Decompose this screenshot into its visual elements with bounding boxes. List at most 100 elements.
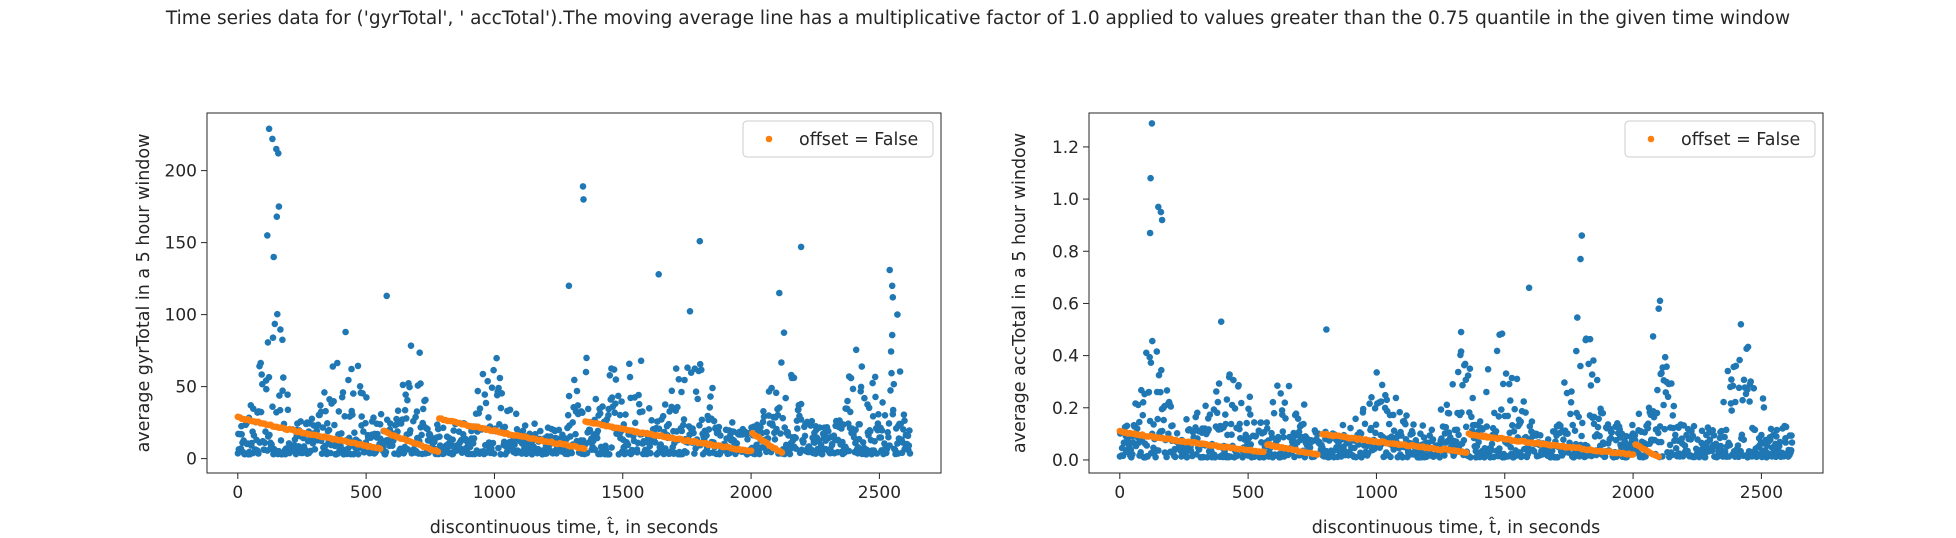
raw-point bbox=[434, 425, 442, 433]
raw-point bbox=[635, 391, 642, 399]
raw-point bbox=[1163, 387, 1171, 394]
raw-point bbox=[652, 439, 659, 446]
raw-point bbox=[265, 373, 273, 381]
raw-point bbox=[847, 408, 854, 416]
raw-point bbox=[1607, 434, 1615, 442]
raw-point bbox=[599, 403, 606, 410]
raw-point bbox=[511, 441, 518, 448]
raw-point bbox=[1306, 444, 1314, 451]
raw-point bbox=[470, 435, 478, 442]
raw-point bbox=[626, 360, 633, 368]
raw-point bbox=[844, 397, 851, 405]
raw-point bbox=[1217, 318, 1225, 326]
raw-point bbox=[680, 421, 687, 429]
raw-point bbox=[715, 423, 723, 431]
x-tick-label: 2500 bbox=[1740, 483, 1783, 503]
raw-point bbox=[782, 394, 789, 402]
raw-point bbox=[900, 426, 907, 433]
scatter-points bbox=[234, 125, 914, 458]
raw-point bbox=[1758, 431, 1765, 439]
raw-point bbox=[394, 407, 402, 415]
raw-point bbox=[825, 427, 832, 435]
moving-average-point bbox=[581, 445, 588, 453]
raw-point bbox=[269, 334, 277, 342]
raw-point bbox=[1660, 401, 1667, 409]
raw-point bbox=[610, 366, 618, 373]
raw-point bbox=[1155, 371, 1163, 379]
raw-point bbox=[389, 442, 396, 450]
raw-point bbox=[1223, 396, 1231, 403]
raw-point bbox=[417, 380, 424, 387]
x-tick-label: 500 bbox=[350, 483, 382, 503]
raw-point bbox=[1644, 420, 1652, 428]
raw-point bbox=[495, 444, 502, 452]
raw-point bbox=[382, 448, 390, 456]
raw-point bbox=[631, 419, 639, 427]
raw-point bbox=[1574, 314, 1581, 321]
raw-point bbox=[905, 442, 913, 449]
raw-point bbox=[404, 396, 411, 404]
raw-point bbox=[565, 282, 573, 290]
moving-average-point bbox=[1463, 449, 1470, 456]
raw-point bbox=[1235, 381, 1242, 389]
raw-point bbox=[1269, 398, 1277, 406]
x-tick-label: 2000 bbox=[1611, 483, 1654, 503]
raw-point bbox=[1567, 410, 1574, 418]
raw-point bbox=[1441, 452, 1448, 459]
raw-point bbox=[1274, 382, 1281, 390]
raw-point bbox=[756, 450, 763, 458]
raw-point bbox=[1409, 430, 1416, 437]
raw-point bbox=[1461, 360, 1469, 368]
raw-point bbox=[1452, 438, 1460, 446]
raw-point bbox=[255, 450, 262, 457]
raw-point bbox=[349, 411, 356, 419]
raw-point bbox=[565, 392, 573, 400]
raw-point bbox=[777, 430, 784, 437]
raw-point bbox=[889, 406, 897, 414]
raw-point bbox=[579, 183, 587, 190]
raw-point bbox=[800, 438, 807, 445]
raw-point bbox=[615, 392, 622, 400]
raw-point bbox=[1453, 426, 1461, 434]
raw-point bbox=[1577, 255, 1584, 263]
raw-point bbox=[319, 424, 327, 431]
raw-point bbox=[840, 421, 847, 428]
raw-point bbox=[1300, 401, 1308, 408]
raw-point bbox=[1594, 423, 1602, 431]
raw-point bbox=[801, 432, 809, 440]
raw-point bbox=[377, 410, 385, 418]
raw-point bbox=[1571, 427, 1579, 435]
raw-point bbox=[416, 349, 424, 357]
raw-point bbox=[616, 411, 624, 419]
raw-point bbox=[354, 362, 362, 370]
raw-point bbox=[1373, 369, 1380, 376]
raw-point bbox=[1383, 396, 1391, 404]
raw-point bbox=[1782, 439, 1789, 446]
raw-point bbox=[1608, 429, 1616, 436]
raw-point bbox=[403, 415, 410, 422]
raw-point bbox=[1147, 359, 1155, 367]
raw-point bbox=[1367, 424, 1375, 432]
raw-point bbox=[1246, 393, 1254, 401]
raw-point bbox=[1243, 419, 1250, 427]
raw-point bbox=[555, 426, 563, 434]
raw-point bbox=[1285, 382, 1293, 390]
raw-point bbox=[1234, 452, 1241, 459]
raw-point bbox=[1734, 442, 1742, 449]
raw-point bbox=[706, 404, 714, 411]
raw-point bbox=[1689, 432, 1697, 440]
raw-point bbox=[757, 423, 764, 431]
raw-point bbox=[1739, 396, 1746, 404]
raw-point bbox=[1279, 428, 1287, 435]
raw-point bbox=[1247, 441, 1255, 448]
raw-point bbox=[342, 328, 349, 336]
raw-point bbox=[792, 445, 800, 453]
raw-point bbox=[308, 415, 316, 423]
raw-point bbox=[322, 407, 329, 415]
raw-point bbox=[901, 417, 908, 425]
raw-point bbox=[1767, 425, 1775, 433]
y-axis-label: average gyrTotal in a 5 hour window bbox=[134, 134, 154, 453]
raw-point bbox=[335, 408, 343, 415]
raw-point bbox=[1750, 385, 1758, 392]
